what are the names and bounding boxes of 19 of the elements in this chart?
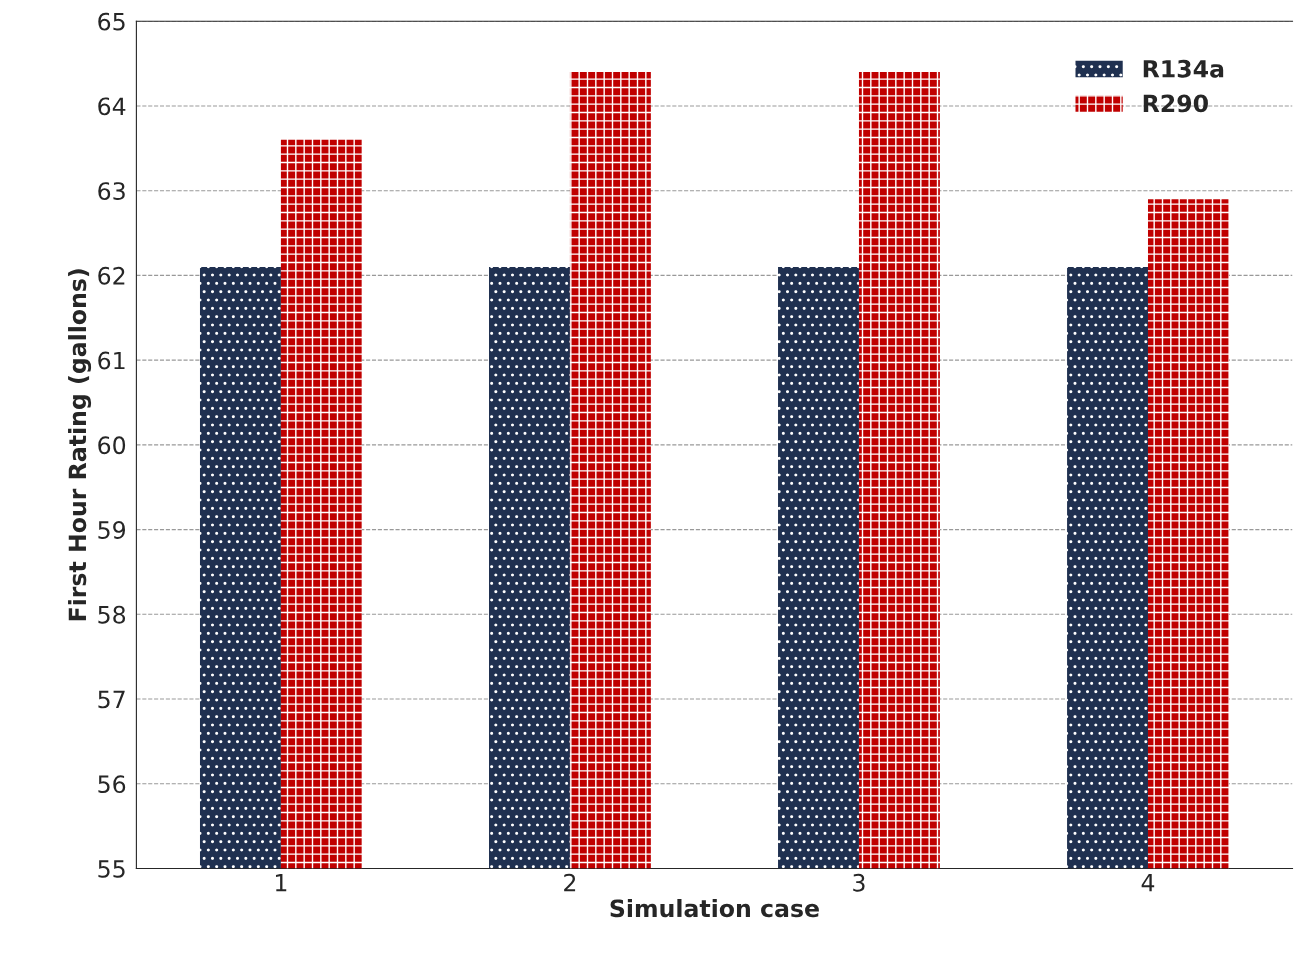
y-tick-label: 65 — [98, 12, 125, 31]
x-tick-label: 4 — [1141, 874, 1155, 892]
y-tick-label: 61 — [98, 351, 125, 370]
x-tick-label: 3 — [853, 873, 865, 892]
legend-label: R290 — [1143, 94, 1208, 113]
y-tick-label: 59 — [98, 521, 126, 539]
x-tick-label: 1 — [275, 874, 287, 892]
x-tick-label: 2 — [564, 873, 576, 892]
y-tick-label: 57 — [98, 690, 125, 709]
y-tick-label: 55 — [98, 860, 125, 878]
y-axis-title: First Hour Rating (gallons) — [68, 269, 92, 621]
y-tick-label: 60 — [98, 436, 126, 455]
x-axis-title: Simulation case — [610, 898, 819, 918]
y-tick-label: 56 — [98, 775, 126, 794]
y-tick-label: 58 — [98, 605, 126, 624]
y-tick-label: 63 — [98, 182, 125, 200]
y-tick-label: 62 — [98, 266, 125, 285]
legend-label: R134a — [1143, 59, 1224, 78]
y-tick-label: 64 — [98, 97, 126, 116]
